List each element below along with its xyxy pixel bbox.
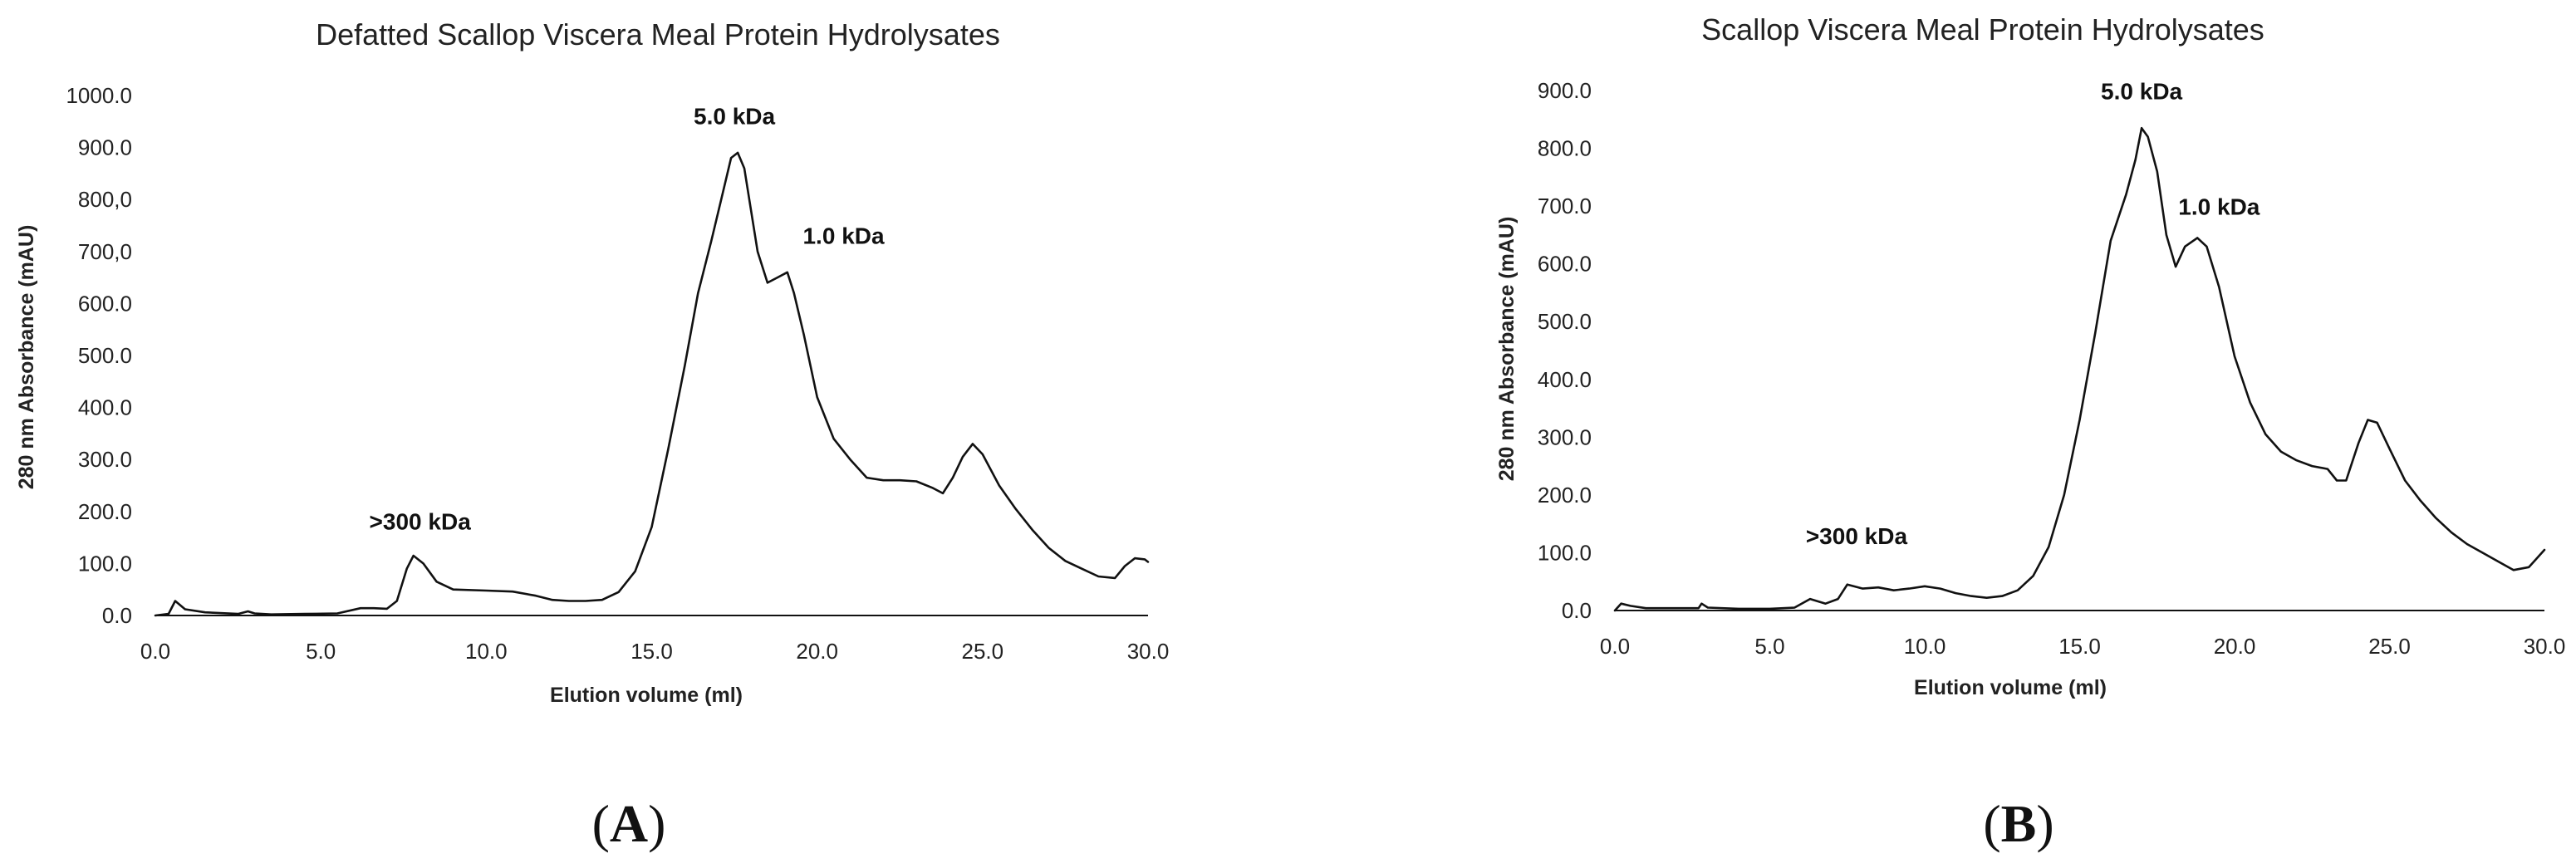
series-line-b [1613,126,2546,612]
x-tick-label-b: 15.0 [2058,634,2101,659]
y-tick-label-a: 900.0 [78,135,132,160]
annotations-b: >300 kDa 5.0 kDa 1.0 kDa [1806,78,2260,549]
x-tick-label-a: 0.0 [140,639,170,664]
y-tick-label-a: 500.0 [78,343,132,368]
series-line-a [154,151,1150,617]
y-ticks-a: 0.0 100.0 200.0 300.0 400.0 500.0 600.0 700,0 80… [66,83,132,628]
panel-label-a-close: ) [648,794,665,853]
y-tick-label-a: 700,0 [78,239,132,264]
x-tick-label-b: 0.0 [1600,634,1630,659]
x-ticks-a: 0.0 5.0 10.0 15.0 20.0 25.0 30.0 [140,639,1169,664]
chart-panel-b: Scallop Viscera Meal Protein Hydrolysate… [1495,12,2565,853]
y-tick-label-b: 900.0 [1538,78,1592,103]
y-tick-label-b: 700.0 [1538,194,1592,218]
y-tick-label-a: 1000.0 [66,83,132,108]
peak-annotation-a: 1.0 kDa [802,223,884,248]
x-tick-label-a: 15.0 [631,639,673,664]
x-tick-label-a: 10.0 [465,639,508,664]
panel-label-a: (A) [592,794,666,853]
panel-label-a-letter: A [610,794,648,853]
x-axis-label-b: Elution volume (ml) [1914,676,2107,699]
panel-label-b: (B) [1983,794,2053,853]
peak-annotation-b: >300 kDa [1806,523,1908,549]
peak-annotation-a: >300 kDa [370,509,472,535]
y-tick-label-b: 100.0 [1538,540,1592,565]
y-tick-label-a: 800,0 [78,187,132,212]
panel-label-b-open: ( [1983,794,2000,853]
y-tick-label-a: 400.0 [78,395,132,420]
x-tick-label-a: 5.0 [306,639,336,664]
y-tick-label-b: 400.0 [1538,367,1592,392]
y-tick-label-a: 200.0 [78,499,132,524]
x-tick-label-b: 10.0 [1904,634,1946,659]
x-tick-label-a: 30.0 [1127,639,1170,664]
x-tick-label-b: 25.0 [2368,634,2411,659]
y-tick-label-a: 600.0 [78,291,132,316]
y-tick-label-a: 300.0 [78,447,132,472]
chart-title-a: Defatted Scallop Viscera Meal Protein Hy… [316,17,1000,51]
y-tick-label-a: 0.0 [102,603,132,628]
x-ticks-b: 0.0 5.0 10.0 15.0 20.0 25.0 30.0 [1600,634,2565,659]
peak-annotation-b: 1.0 kDa [2178,194,2260,220]
x-tick-label-b: 30.0 [2524,634,2566,659]
y-tick-label-b: 600.0 [1538,252,1592,277]
x-axis-label-a: Elution volume (ml) [550,684,743,707]
x-tick-label-a: 20.0 [796,639,838,664]
chart-title-b: Scallop Viscera Meal Protein Hydrolysate… [1701,12,2264,47]
panel-label-b-close: ) [2036,794,2053,853]
panel-label-b-letter: B [2001,794,2037,853]
y-tick-label-b: 200.0 [1538,483,1592,508]
y-axis-label-a: 280 nm Absorbance (mAU) [15,225,38,490]
y-ticks-b: 0.0 100.0 200.0 300.0 400.0 500.0 600.0 700.0 80… [1538,78,1592,623]
chart-panel-a: Defatted Scallop Viscera Meal Protein Hy… [15,17,1169,853]
annotations-a: >300 kDa 5.0 kDa 1.0 kDa [370,103,885,534]
y-tick-label-a: 100.0 [78,551,132,576]
x-tick-label-b: 5.0 [1754,634,1784,659]
y-tick-label-b: 300.0 [1538,424,1592,449]
peak-annotation-a: 5.0 kDa [694,103,775,129]
panel-label-a-open: ( [592,794,610,853]
y-tick-label-b: 800.0 [1538,136,1592,161]
y-axis-label-b: 280 nm Absorbance (mAU) [1495,217,1519,482]
x-tick-label-a: 25.0 [962,639,1004,664]
peak-annotation-b: 5.0 kDa [2101,78,2182,104]
y-tick-label-b: 0.0 [1562,598,1592,623]
x-tick-label-b: 20.0 [2214,634,2256,659]
y-tick-label-b: 500.0 [1538,309,1592,334]
